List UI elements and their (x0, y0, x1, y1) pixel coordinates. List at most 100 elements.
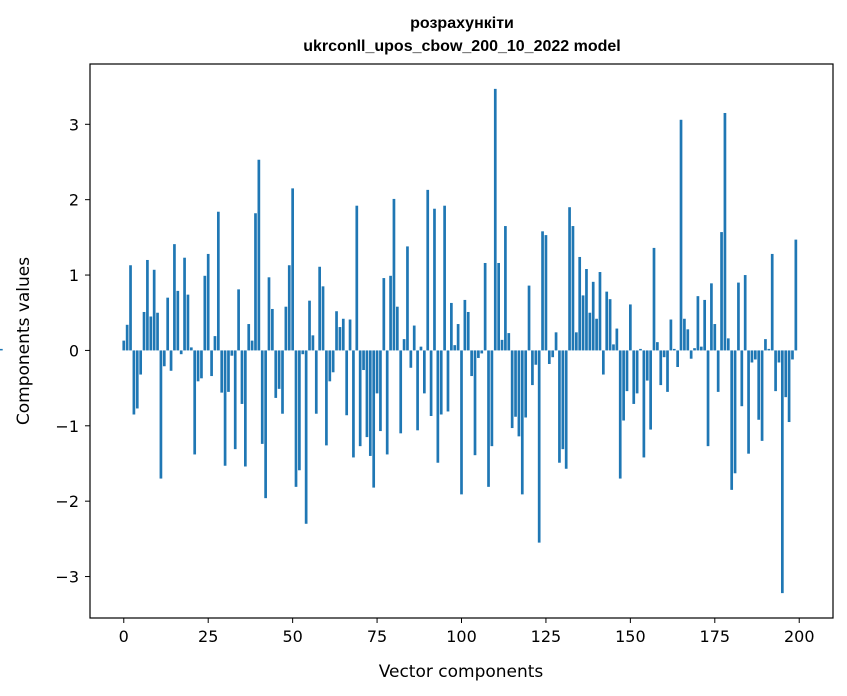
bar (287, 265, 291, 351)
bar (372, 350, 376, 488)
bar (730, 350, 734, 490)
x-tick-label: 125 (531, 627, 562, 646)
bar (385, 350, 389, 455)
bar (568, 207, 571, 351)
bar (314, 350, 318, 414)
bar (601, 350, 605, 375)
bar (281, 350, 284, 414)
bar (291, 188, 294, 351)
bar (477, 350, 480, 358)
bar (520, 350, 524, 495)
bar (578, 256, 582, 351)
bar (345, 350, 349, 416)
bar (247, 324, 251, 351)
bar (588, 312, 592, 351)
bar (683, 318, 686, 351)
y-tick-label: 2 (69, 191, 79, 210)
bar (574, 332, 578, 351)
bar (561, 350, 565, 450)
bar (132, 350, 136, 415)
chart-title: розрахункіти (410, 15, 514, 32)
bar (571, 226, 575, 351)
bar (368, 350, 372, 456)
bar (460, 350, 463, 495)
bar (487, 350, 490, 487)
bar (473, 350, 477, 456)
bar (591, 281, 595, 351)
x-axis-label: Vector components (379, 662, 544, 682)
bar (139, 350, 143, 375)
bar (389, 275, 392, 351)
y-tick-label: −3 (55, 568, 79, 587)
bar (595, 318, 598, 351)
bar (335, 311, 338, 351)
bar (362, 350, 365, 371)
bar (490, 350, 494, 447)
bar (551, 350, 555, 358)
bar (541, 231, 544, 351)
bar (230, 350, 234, 356)
bar (693, 348, 696, 351)
bar (629, 304, 632, 351)
bar (686, 329, 690, 351)
bar (220, 350, 224, 393)
bar (554, 332, 558, 351)
bar (277, 350, 281, 389)
bar (527, 285, 531, 351)
bar (250, 340, 254, 351)
bar (308, 300, 311, 351)
bar (713, 324, 717, 351)
bar (517, 350, 521, 437)
bar (193, 350, 197, 455)
bar (436, 350, 440, 463)
bar (635, 350, 639, 394)
y-tick-label: −2 (55, 492, 79, 511)
bar (720, 232, 723, 351)
bar (206, 253, 210, 351)
bar (787, 350, 791, 423)
bar (757, 350, 761, 420)
bar (699, 346, 703, 351)
x-tick-label: 175 (700, 627, 731, 646)
bar (466, 311, 470, 351)
bar (703, 299, 707, 351)
bar (642, 350, 646, 458)
bar (706, 350, 710, 447)
bar (645, 350, 649, 381)
bar (379, 350, 382, 432)
bar (395, 306, 399, 351)
bar (537, 350, 541, 543)
bar (605, 291, 609, 351)
bar (416, 350, 419, 431)
bar (547, 350, 551, 364)
bar (210, 350, 213, 377)
bar (585, 269, 588, 351)
bar (318, 266, 321, 351)
bar (443, 205, 446, 351)
bar (612, 344, 615, 351)
bar (169, 350, 173, 371)
bar (237, 289, 240, 351)
bar (679, 119, 683, 351)
bar (463, 299, 467, 351)
bar (412, 325, 416, 351)
bar (753, 350, 757, 360)
bar (433, 208, 436, 351)
bar (497, 262, 500, 351)
bar (639, 348, 642, 351)
bar (737, 282, 740, 351)
x-tick-label: 25 (198, 627, 218, 646)
bar (747, 350, 750, 454)
bar (402, 339, 406, 351)
bar (524, 350, 528, 418)
bar (264, 350, 267, 499)
bar (0, 348, 3, 351)
bar (301, 350, 305, 355)
y-tick-label: −1 (55, 417, 79, 436)
bar (544, 235, 548, 351)
bar (125, 324, 129, 351)
y-tick-label: 0 (69, 341, 79, 360)
bar (298, 350, 301, 471)
bar (129, 265, 132, 351)
bar (632, 350, 636, 404)
